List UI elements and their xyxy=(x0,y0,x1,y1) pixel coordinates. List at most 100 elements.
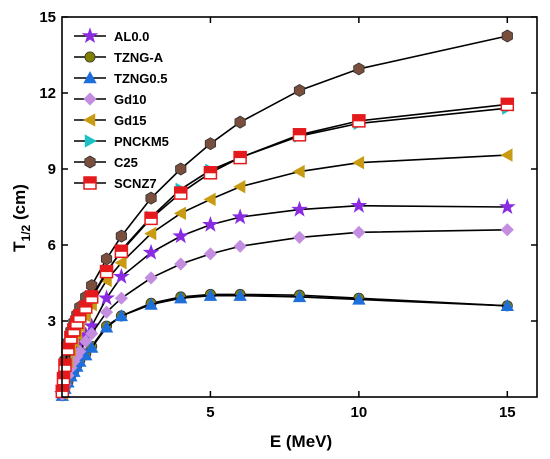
legend-entry: PNCKM5 xyxy=(74,134,169,149)
data-point xyxy=(114,309,129,322)
x-tick-label: 10 xyxy=(351,404,368,421)
data-point xyxy=(100,252,113,266)
legend-label: C25 xyxy=(114,155,138,170)
legend-label: TZNG0.5 xyxy=(114,71,167,86)
legend-label: Gd10 xyxy=(114,92,147,107)
data-point xyxy=(203,192,216,207)
data-point xyxy=(144,211,158,226)
series-line xyxy=(61,107,508,392)
legend-label: SCNZ7 xyxy=(114,176,157,191)
legend-entry: Gd15 xyxy=(74,113,147,128)
data-point xyxy=(84,290,99,304)
data-point xyxy=(350,197,368,213)
data-point xyxy=(352,114,366,128)
legend-label: TZNG-A xyxy=(114,50,164,65)
legend-label: PNCKM5 xyxy=(114,134,169,149)
data-point xyxy=(114,291,128,305)
data-point xyxy=(85,340,99,353)
y-tick-label: 15 xyxy=(39,9,56,26)
legend-entry: TZNG-A xyxy=(74,50,164,65)
legend-entry: AL0.0 xyxy=(74,27,149,44)
legend-label: Gd15 xyxy=(114,113,147,128)
legend: AL0.0 TZNG-A TZNG0.5 Gd10 Gd15 PNCKM5 C25 SCNZ7 xyxy=(74,27,169,191)
data-point xyxy=(98,289,115,306)
data-point xyxy=(173,206,186,221)
legend-marker xyxy=(83,92,97,106)
data-point xyxy=(144,271,158,285)
series-SCNZ7 xyxy=(55,97,515,399)
data-point xyxy=(291,200,308,217)
legend-marker xyxy=(84,155,96,169)
data-point xyxy=(292,164,305,179)
data-point xyxy=(292,230,307,244)
data-point xyxy=(233,150,247,165)
x-tick-label: 15 xyxy=(499,404,516,421)
data-point xyxy=(115,229,127,243)
data-point xyxy=(203,166,218,180)
legend-marker xyxy=(83,113,96,127)
data-point xyxy=(174,257,188,271)
data-point xyxy=(202,216,219,232)
series-line xyxy=(61,204,508,395)
y-tick-label: 12 xyxy=(39,85,56,102)
data-point xyxy=(352,155,365,170)
legend-label: AL0.0 xyxy=(114,29,149,44)
y-tick-label: 9 xyxy=(48,161,56,178)
axes-layer: 5 10 15 3 6 9 12 15 xyxy=(39,9,538,421)
x-axis-label: E (MeV) xyxy=(270,432,332,451)
data-point xyxy=(231,208,249,225)
y-axis-label-sub: 1/2 xyxy=(19,224,33,241)
data-point xyxy=(234,115,246,129)
data-point xyxy=(56,372,71,386)
data-point xyxy=(353,62,365,76)
data-point xyxy=(203,288,218,301)
data-point xyxy=(85,327,99,341)
data-point xyxy=(114,256,127,270)
legend-marker xyxy=(84,134,97,148)
y-tick-label: 3 xyxy=(48,313,56,330)
y-axis-label-main: T xyxy=(10,241,29,252)
data-point xyxy=(500,148,513,162)
data-point xyxy=(352,292,366,305)
data-point xyxy=(499,198,516,215)
series-line xyxy=(61,294,508,397)
legend-marker xyxy=(83,176,97,190)
legend-entry: Gd10 xyxy=(74,92,147,107)
series-line xyxy=(61,35,508,390)
data-point xyxy=(113,267,130,284)
data-point xyxy=(500,298,514,312)
plot-frame xyxy=(61,16,538,398)
y-tick-label: 6 xyxy=(48,237,56,254)
y-axis-label: T1/2 (cm) xyxy=(10,184,33,252)
y-axis-label-unit: (cm) xyxy=(10,184,29,225)
data-point xyxy=(293,84,306,97)
data-point xyxy=(352,225,366,239)
legend-entry: SCNZ7 xyxy=(74,176,157,191)
data-point xyxy=(174,186,188,200)
legend-marker xyxy=(81,27,99,44)
legend-entry: TZNG0.5 xyxy=(74,71,167,86)
legend-marker xyxy=(84,51,96,63)
data-point xyxy=(174,291,188,304)
data-point xyxy=(500,223,514,237)
x-tick-label: 5 xyxy=(206,404,214,421)
data-point xyxy=(142,243,160,260)
data-point xyxy=(172,227,190,244)
data-point xyxy=(99,320,114,333)
data-point xyxy=(58,358,72,373)
data-point xyxy=(501,29,513,43)
data-point xyxy=(144,297,158,310)
data-point xyxy=(61,342,75,356)
legend-entry: C25 xyxy=(74,155,138,170)
data-point xyxy=(233,180,246,194)
data-point xyxy=(99,305,114,319)
data-point xyxy=(114,244,129,259)
series-TZNG0.5 xyxy=(55,288,514,401)
data-point xyxy=(145,191,157,205)
data-point xyxy=(233,239,247,253)
legend-marker xyxy=(83,71,97,84)
data-point xyxy=(99,264,114,279)
data-point xyxy=(292,290,307,303)
series-TZNG-A xyxy=(56,288,513,402)
